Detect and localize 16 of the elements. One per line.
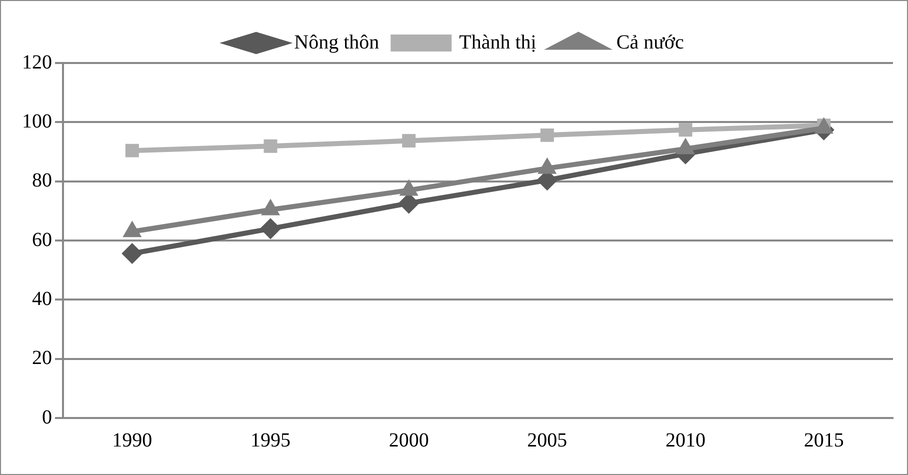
x-tick-label: 2010 (666, 429, 706, 452)
y-tick-label: 0 (42, 406, 52, 428)
y-tick-label: 20 (32, 347, 52, 370)
x-tick-label: 1995 (250, 429, 290, 452)
y-tick-label: 40 (32, 288, 52, 310)
y-tick-label: 80 (32, 170, 52, 192)
legend-label: Thành thị (459, 31, 537, 54)
x-tick-label: 2015 (804, 429, 844, 452)
y-tick-label: 100 (22, 110, 52, 132)
x-tick-label: 1990 (112, 429, 152, 452)
legend-label: Nông thôn (294, 31, 380, 54)
x-tick-label: 2005 (527, 429, 568, 452)
x-tick-label: 2000 (388, 429, 429, 452)
legend-label: Cả nước (616, 31, 684, 54)
y-tick-label: 120 (22, 51, 52, 74)
y-tick-label: 60 (32, 228, 52, 251)
